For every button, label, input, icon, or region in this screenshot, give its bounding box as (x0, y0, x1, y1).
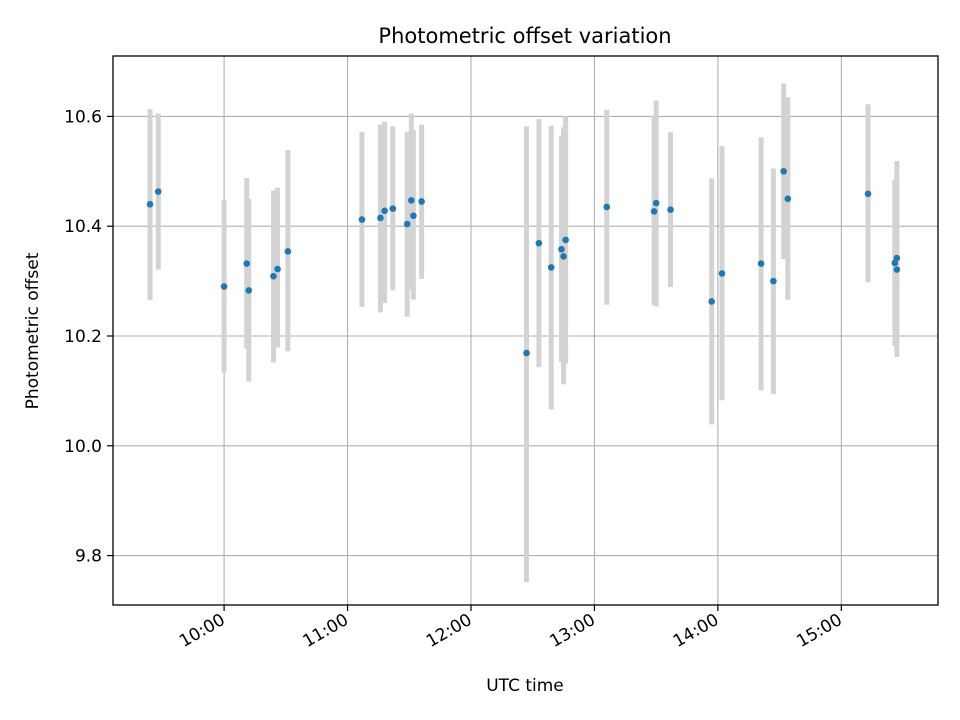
data-point (220, 283, 228, 290)
data-point (893, 266, 901, 273)
data-point (243, 260, 251, 267)
data-point (284, 248, 292, 255)
data-point (523, 349, 530, 357)
data-point (410, 212, 417, 220)
data-point (891, 259, 899, 267)
data-point (403, 220, 411, 228)
y-tick-label: 10.4 (64, 217, 102, 237)
data-point (718, 270, 726, 277)
data-point (560, 253, 567, 260)
data-point (893, 254, 901, 262)
data-point (274, 265, 281, 273)
data-point (408, 197, 415, 204)
data-point (245, 287, 253, 294)
x-axis-label: UTC time (486, 676, 564, 696)
data-point (667, 206, 674, 214)
data-point (562, 236, 569, 244)
y-axis-label: Photometric offset (23, 252, 43, 409)
data-point (558, 245, 565, 253)
y-tick-label: 10.6 (64, 107, 102, 127)
data-point (270, 272, 277, 280)
data-point (535, 239, 543, 247)
data-point (389, 205, 397, 212)
data-point (154, 188, 162, 195)
data-point (864, 190, 872, 198)
data-point (652, 199, 660, 207)
data-points (146, 167, 901, 357)
data-point (358, 216, 366, 223)
data-point (146, 200, 154, 208)
data-point (780, 167, 787, 175)
y-tick-label: 10.0 (64, 437, 102, 457)
data-point (418, 198, 425, 205)
y-tick-label: 9.8 (75, 547, 102, 567)
data-point (708, 298, 715, 305)
plot-frame (112, 55, 939, 606)
data-point (784, 195, 792, 203)
data-point (650, 208, 658, 215)
data-point (381, 207, 388, 215)
data-point (757, 260, 765, 267)
y-tick-label: 10.2 (64, 327, 102, 347)
chart-title: Photometric offset variation (378, 24, 671, 48)
data-point (377, 214, 384, 222)
data-point (603, 203, 611, 211)
data-point (547, 264, 555, 271)
data-point (770, 277, 777, 285)
y-axis: 9.8 10.0 10.2 10.4 10.6 (64, 107, 113, 567)
